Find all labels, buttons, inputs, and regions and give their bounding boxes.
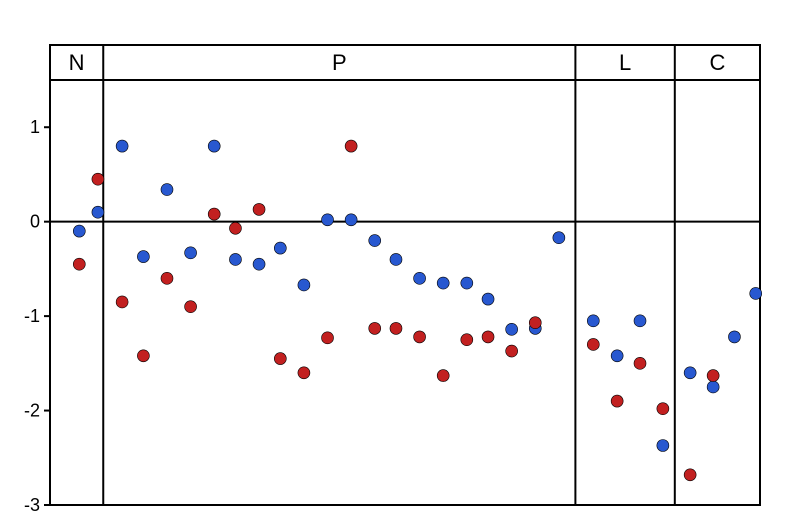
data-point — [369, 235, 381, 247]
scatter-chart: N P L C 1 0 -1 -2 -3 — [0, 0, 785, 513]
data-point — [229, 253, 241, 265]
data-point — [274, 242, 286, 254]
data-point — [587, 338, 599, 350]
data-point — [634, 315, 646, 327]
data-point — [208, 140, 220, 152]
data-point — [611, 395, 623, 407]
data-point — [208, 208, 220, 220]
header-strip — [50, 45, 760, 80]
data-point — [414, 331, 426, 343]
data-point — [553, 232, 565, 244]
y-tick-label: -3 — [24, 495, 40, 513]
data-point — [529, 317, 541, 329]
data-point — [728, 331, 740, 343]
panel-label-n: N — [69, 50, 85, 75]
data-point — [116, 296, 128, 308]
data-point — [345, 214, 357, 226]
data-point — [274, 353, 286, 365]
data-point — [322, 332, 334, 344]
data-point — [73, 225, 85, 237]
chart-canvas: N P L C 1 0 -1 -2 -3 — [0, 0, 785, 513]
data-point — [414, 272, 426, 284]
data-point — [73, 258, 85, 270]
data-point — [482, 331, 494, 343]
data-point — [185, 301, 197, 313]
data-point — [461, 334, 473, 346]
data-point — [657, 440, 669, 452]
data-point — [634, 357, 646, 369]
data-point — [253, 203, 265, 215]
data-point — [161, 184, 173, 196]
data-point — [253, 258, 265, 270]
data-point — [506, 323, 518, 335]
y-tick-label: -1 — [24, 306, 40, 326]
data-point — [137, 350, 149, 362]
data-point — [185, 247, 197, 259]
data-point — [322, 214, 334, 226]
data-point — [161, 272, 173, 284]
data-point — [461, 277, 473, 289]
data-point — [657, 403, 669, 415]
data-point — [390, 253, 402, 265]
data-point — [707, 381, 719, 393]
data-point — [298, 279, 310, 291]
data-point — [684, 469, 696, 481]
data-point — [345, 140, 357, 152]
data-point — [587, 315, 599, 327]
y-tick-label: 0 — [30, 212, 40, 232]
data-point — [482, 293, 494, 305]
data-point — [92, 206, 104, 218]
panel-label-p: P — [332, 50, 347, 75]
data-point — [116, 140, 128, 152]
data-point — [707, 370, 719, 382]
panel-label-l: L — [619, 50, 631, 75]
data-point — [684, 367, 696, 379]
data-point — [229, 222, 241, 234]
data-point — [298, 367, 310, 379]
panel-label-c: C — [709, 50, 725, 75]
data-point — [611, 350, 623, 362]
data-point — [506, 345, 518, 357]
data-point — [92, 173, 104, 185]
data-point — [437, 277, 449, 289]
data-point — [369, 322, 381, 334]
data-point — [750, 287, 762, 299]
y-tick-label: -2 — [24, 401, 40, 421]
data-point — [390, 322, 402, 334]
plot-area — [50, 80, 760, 505]
y-tick-label: 1 — [30, 117, 40, 137]
data-point — [137, 251, 149, 263]
data-point — [437, 370, 449, 382]
